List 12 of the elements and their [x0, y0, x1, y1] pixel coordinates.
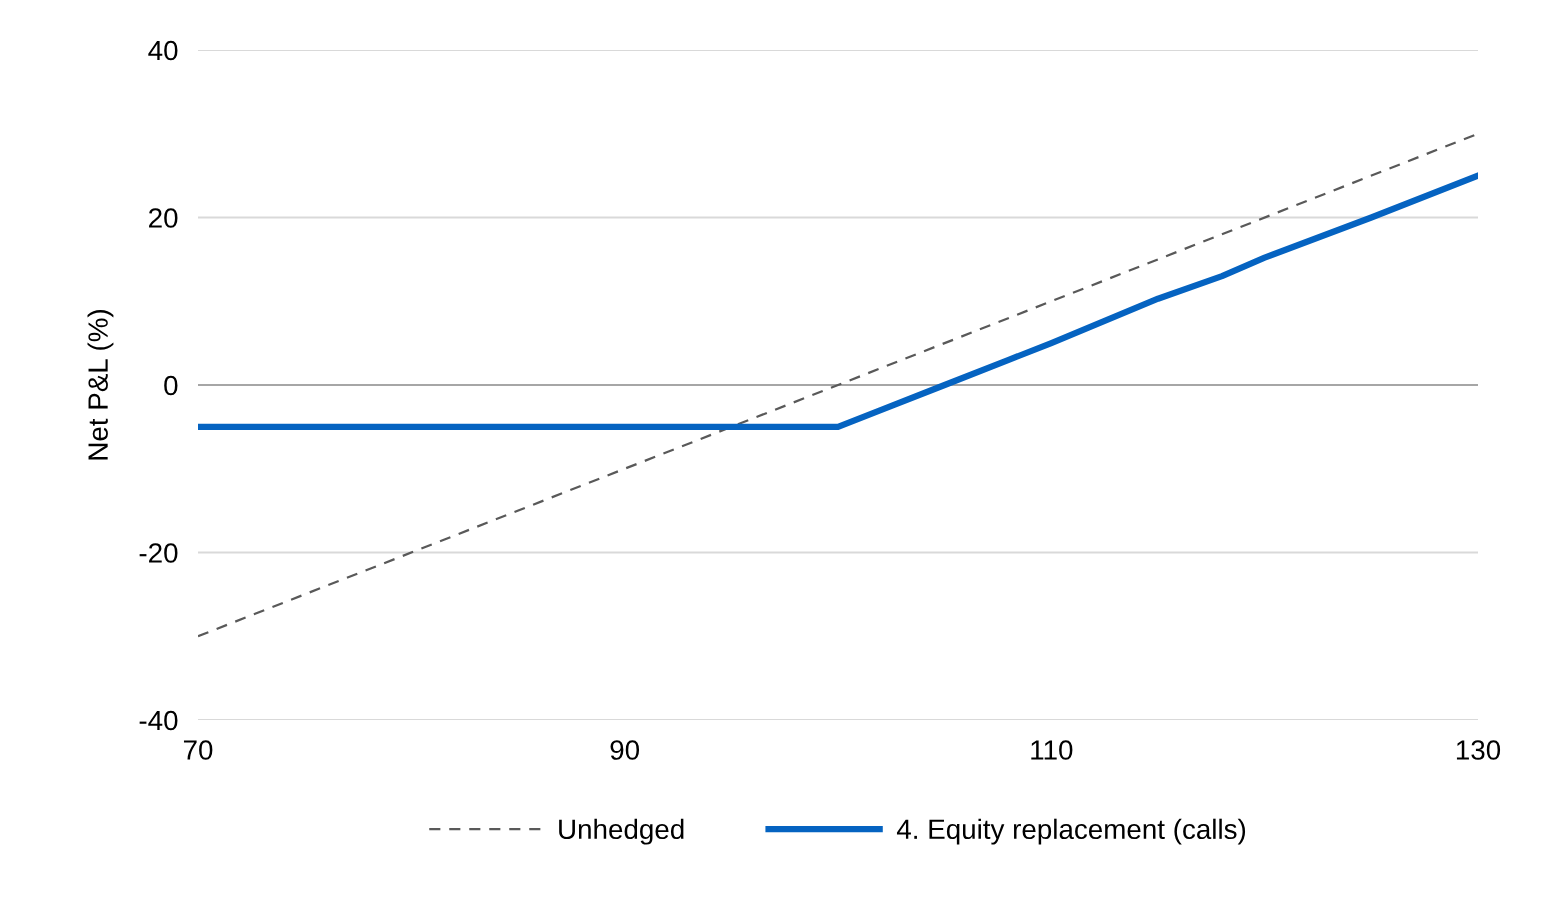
x-tick-label: 90 — [610, 740, 640, 760]
y-tick-label: 40 — [148, 40, 178, 61]
x-tick-label: 130 — [1456, 740, 1501, 760]
y-axis-title: Net P&L (%) — [87, 310, 114, 460]
x-tick-label: 110 — [1031, 740, 1073, 760]
x-tick-label: 70 — [183, 740, 213, 760]
y-tick-label: -20 — [139, 543, 178, 563]
y-tick-label: 0 — [164, 375, 178, 396]
y-tick-label: 20 — [149, 208, 178, 228]
y-tick-label: -40 — [139, 710, 178, 731]
legend-label: Unhedged — [559, 818, 684, 845]
legend-label: 4. Equity replacement (calls) — [896, 818, 1246, 845]
